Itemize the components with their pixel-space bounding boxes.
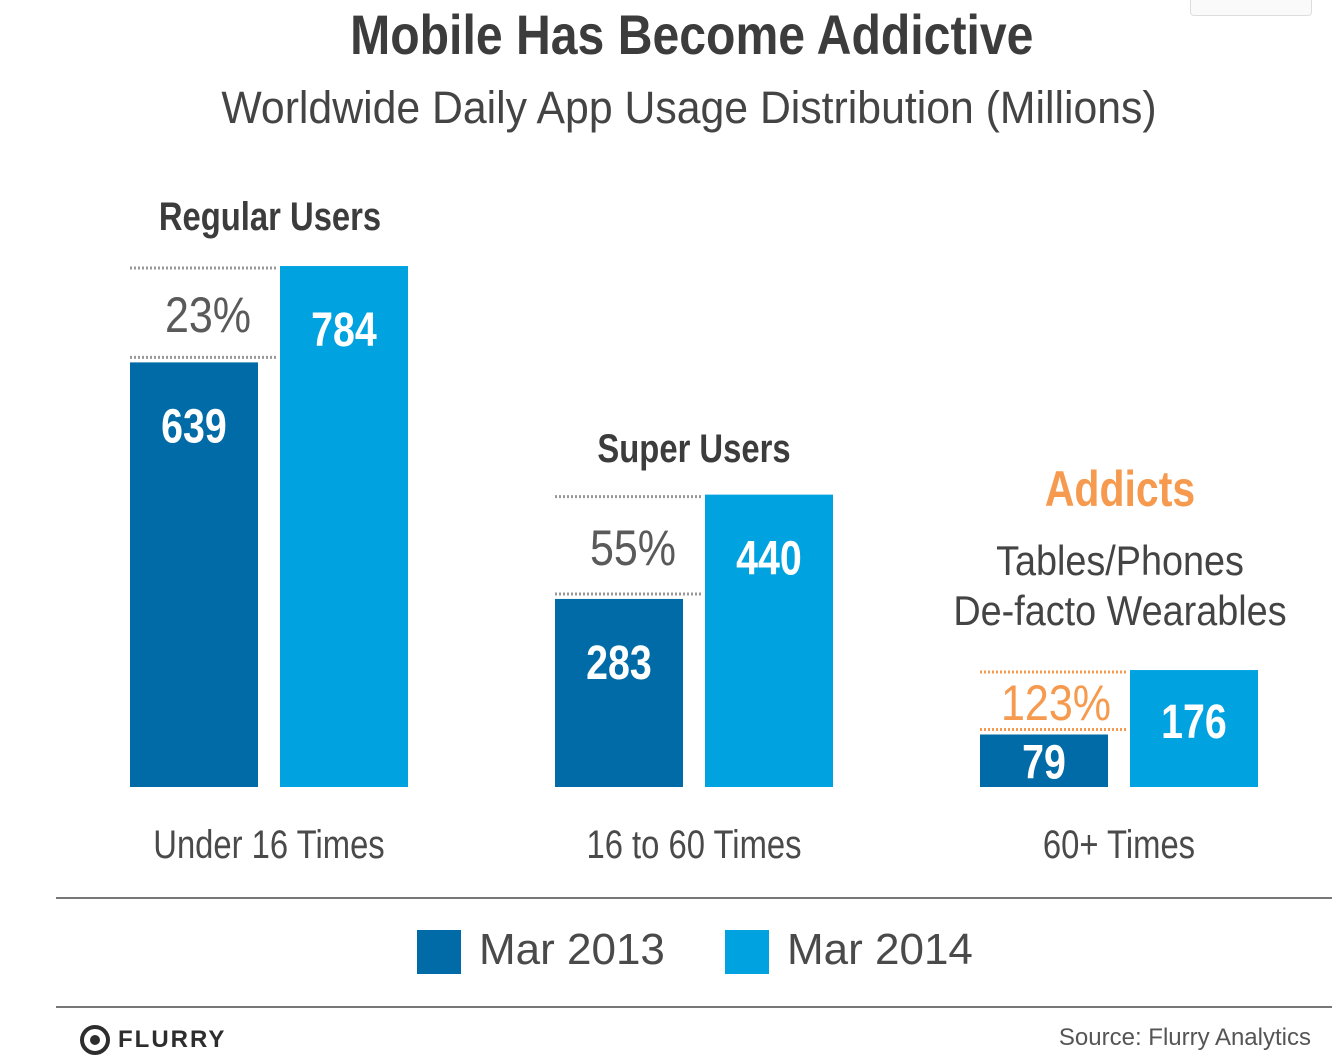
- bar-mar-2013: [980, 734, 1108, 787]
- value-label-mar-2014: 784: [311, 303, 377, 357]
- bar-mar-2014: [280, 266, 408, 788]
- bar-mar-2013: [130, 362, 258, 787]
- footer-divider: [56, 1006, 1332, 1008]
- value-label-mar-2013: 639: [161, 400, 227, 454]
- growth-label: 23%: [165, 287, 251, 343]
- legend-swatch-mar-2013: [417, 930, 461, 974]
- addicts-sublabel-line-2: De-facto Wearables: [953, 588, 1286, 634]
- legend-swatch-mar-2014: [725, 930, 769, 974]
- bar-mar-2014: [1130, 670, 1258, 787]
- value-label-mar-2014: 440: [736, 532, 802, 586]
- flurry-logo: FLURRY: [80, 1022, 226, 1058]
- growth-label: 123%: [1001, 675, 1111, 731]
- bar-mar-2014: [705, 494, 833, 787]
- chart-subtitle: Worldwide Daily App Usage Distribution (…: [221, 82, 1157, 133]
- category-label: 16 to 60 Times: [586, 822, 801, 867]
- category-label: 60+ Times: [1043, 822, 1195, 867]
- value-label-mar-2013: 283: [586, 636, 652, 690]
- chart-title: Mobile Has Become Addictive: [350, 3, 1034, 66]
- legend-label-mar-2013: Mar 2013: [479, 925, 665, 974]
- corner-tab: [1190, 0, 1312, 16]
- growth-label: 55%: [590, 520, 676, 576]
- source-note: Source: Flurry Analytics: [1058, 1024, 1311, 1051]
- bar-mar-2013: [555, 598, 683, 787]
- category-label: Under 16 Times: [153, 822, 384, 867]
- addicts-sublabel-line-1: Tables/Phones: [996, 538, 1244, 584]
- legend-label-mar-2014: Mar 2014: [787, 925, 973, 974]
- flurry-logo-text: FLURRY: [118, 1026, 227, 1053]
- group-label-super-users: Super Users: [597, 426, 790, 471]
- group-label-addicts: Addicts: [1045, 461, 1195, 517]
- flurry-logo-icon: [80, 1025, 110, 1055]
- group-label-regular-users: Regular Users: [159, 194, 381, 239]
- bar-chart: 639 784 23% Under 16 Times 283 440 55% 16 to 60…: [130, 194, 1287, 867]
- value-label-mar-2014: 176: [1161, 695, 1227, 749]
- axis-divider: [56, 897, 1332, 899]
- value-label-mar-2013: 79: [1022, 736, 1066, 790]
